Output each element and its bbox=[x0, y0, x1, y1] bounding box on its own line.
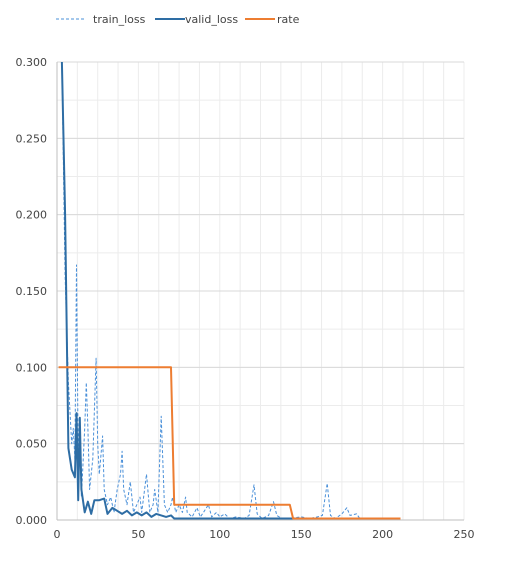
series-line-valid-loss bbox=[60, 61, 401, 520]
grid bbox=[56, 61, 465, 521]
y-tick-label: 0.150 bbox=[16, 285, 48, 298]
y-tick-label: 0.100 bbox=[16, 361, 48, 374]
legend-label-valid-loss: valid_loss bbox=[185, 13, 238, 26]
x-tick-label: 150 bbox=[291, 528, 312, 541]
y-tick-label: 0.050 bbox=[16, 438, 48, 451]
y-tick-label: 0.000 bbox=[16, 514, 48, 527]
y-tick-label: 0.250 bbox=[16, 132, 48, 145]
axes: 0.000 0.050 0.100 0.150 0.200 0.250 0.300 0 50 10… bbox=[16, 56, 475, 541]
legend: train_loss valid_loss rate bbox=[56, 13, 300, 26]
x-tick-label: 250 bbox=[454, 528, 475, 541]
y-tick-label: 0.300 bbox=[16, 56, 48, 69]
y-tick-label: 0.200 bbox=[16, 209, 48, 222]
series-lines bbox=[58, 61, 401, 520]
x-tick-label: 50 bbox=[131, 528, 145, 541]
legend-label-train-loss: train_loss bbox=[93, 13, 146, 26]
series-line-rate bbox=[58, 366, 401, 520]
x-tick-label: 100 bbox=[209, 528, 230, 541]
x-tick-label: 0 bbox=[54, 528, 61, 541]
legend-label-rate: rate bbox=[277, 13, 300, 26]
x-tick-label: 200 bbox=[372, 528, 393, 541]
